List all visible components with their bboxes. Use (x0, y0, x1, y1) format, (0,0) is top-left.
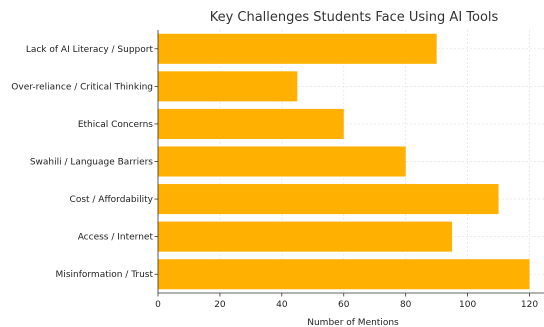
y-tick-label: Ethical Concerns (78, 120, 153, 130)
x-tick-label: 60 (338, 300, 350, 310)
y-tick-label: Lack of AI Literacy / Support (26, 45, 154, 55)
bar (158, 221, 453, 252)
x-tick-label: 100 (459, 300, 476, 310)
bar (158, 71, 298, 102)
bar (158, 108, 344, 139)
y-tick-label: Misinformation / Trust (56, 270, 154, 280)
chart-title: Key Challenges Students Face Using AI To… (210, 10, 499, 25)
bar (158, 33, 437, 64)
y-tick-label: Access / Internet (78, 233, 154, 243)
y-tick-label: Cost / Affordability (70, 195, 154, 205)
bar (158, 259, 530, 290)
x-tick-labels: 0 20 40 60 80 100 120 (155, 300, 538, 310)
bars (158, 33, 530, 290)
x-tick-label: 0 (155, 300, 161, 310)
bar (158, 184, 499, 215)
x-tick-label: 120 (521, 300, 538, 310)
x-tick-label: 20 (214, 300, 226, 310)
x-tick-label: 80 (400, 300, 412, 310)
axes (154, 30, 544, 297)
x-tick-label: 40 (276, 300, 288, 310)
y-tick-labels: Lack of AI Literacy / Support Over-relian… (11, 45, 153, 280)
y-tick-label: Swahili / Language Barriers (30, 158, 153, 168)
bar (158, 146, 406, 177)
y-tick-label: Over-reliance / Critical Thinking (11, 82, 153, 92)
x-axis-label: Number of Mentions (307, 318, 399, 327)
